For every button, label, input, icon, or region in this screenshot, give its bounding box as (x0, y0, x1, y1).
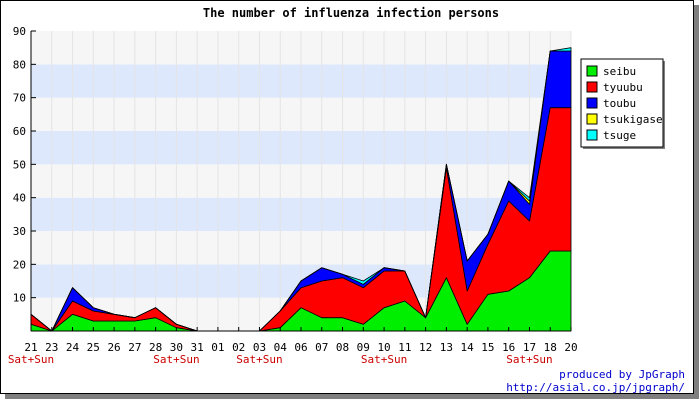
x-tick-labels: 21 23 24 25 26 27 28 30 31 01 02 03 04 06 07 08 09 10 11 12… (24, 341, 577, 354)
legend-label-tsuge: tsuge (603, 129, 636, 142)
y-tick-label: 20 (13, 258, 26, 271)
weekend-label: Sat+Sun (361, 353, 407, 366)
weekend-label: Sat+Sun (8, 353, 54, 366)
x-tick-label: 01 (211, 341, 224, 354)
y-tick-label: 90 (13, 25, 26, 38)
weekend-label: Sat+Sun (153, 353, 199, 366)
y-tick-label: 60 (13, 125, 26, 138)
x-tick-label: 24 (66, 341, 80, 354)
chart-title: The number of influenza infection person… (203, 6, 499, 20)
y-tick-label: 50 (13, 158, 26, 171)
legend-label-tsukigase: tsukigase (603, 113, 663, 126)
axes (30, 30, 572, 332)
y-tick-label: 40 (13, 192, 26, 205)
weekend-label: Sat+Sun (236, 353, 282, 366)
x-tick-label: 08 (336, 341, 349, 354)
x-tick-label: 30 (170, 341, 183, 354)
y-tick-label: 30 (13, 225, 26, 238)
legend-label-toubu: toubu (603, 97, 636, 110)
legend-swatch-tyuubu (586, 81, 598, 93)
legend-label-seibu: seibu (603, 65, 636, 78)
weekend-labels: Sat+Sun Sat+Sun Sat+Sun Sat+Sun Sat+Sun (8, 353, 553, 366)
influenza-area-chart: The number of influenza infection person… (8, 6, 685, 393)
legend-swatch-tsuge (586, 129, 598, 141)
x-tick-label: 23 (45, 341, 58, 354)
y-tick-label: 70 (13, 92, 26, 105)
x-tick-label: 07 (315, 341, 328, 354)
x-tick-label: 28 (149, 341, 162, 354)
chart-frame: The number of influenza infection person… (0, 0, 694, 394)
x-tick-label: 09 (357, 341, 370, 354)
x-tick-label: 11 (398, 341, 411, 354)
x-tick-label: 03 (253, 341, 266, 354)
x-tick-label: 02 (232, 341, 245, 354)
x-tick-label: 15 (481, 341, 494, 354)
x-tick-label: 18 (544, 341, 557, 354)
x-tick-label: 27 (128, 341, 141, 354)
x-tick-label: 04 (274, 341, 288, 354)
legend-swatch-seibu (586, 65, 598, 77)
x-tick-label: 31 (191, 341, 204, 354)
x-tick-label: 21 (24, 341, 37, 354)
y-tick-label: 10 (13, 292, 26, 305)
credit-line-2: http://asial.co.jp/jpgraph/ (506, 381, 685, 393)
x-tick-label: 17 (523, 341, 536, 354)
legend-swatch-toubu (586, 97, 598, 109)
x-tick-label: 16 (502, 341, 515, 354)
x-tick-label: 12 (419, 341, 432, 354)
legend-swatch-tsukigase (586, 113, 598, 125)
y-tick-labels: 10 20 30 40 50 60 70 80 90 (13, 25, 26, 305)
x-tick-label: 26 (107, 341, 120, 354)
x-tick-label: 14 (461, 341, 475, 354)
x-tick-label: 13 (440, 341, 453, 354)
legend: seibu tyuubu toubu tsukigase tsuge (580, 58, 665, 149)
y-tick-label: 80 (13, 58, 26, 71)
x-tick-label: 25 (87, 341, 100, 354)
legend-label-tyuubu: tyuubu (603, 81, 643, 94)
x-tick-label: 10 (377, 341, 390, 354)
x-tick-label: 06 (294, 341, 307, 354)
x-tick-label: 20 (564, 341, 577, 354)
weekend-label: Sat+Sun (506, 353, 552, 366)
credit-line-1: produced by JpGraph (559, 368, 685, 381)
